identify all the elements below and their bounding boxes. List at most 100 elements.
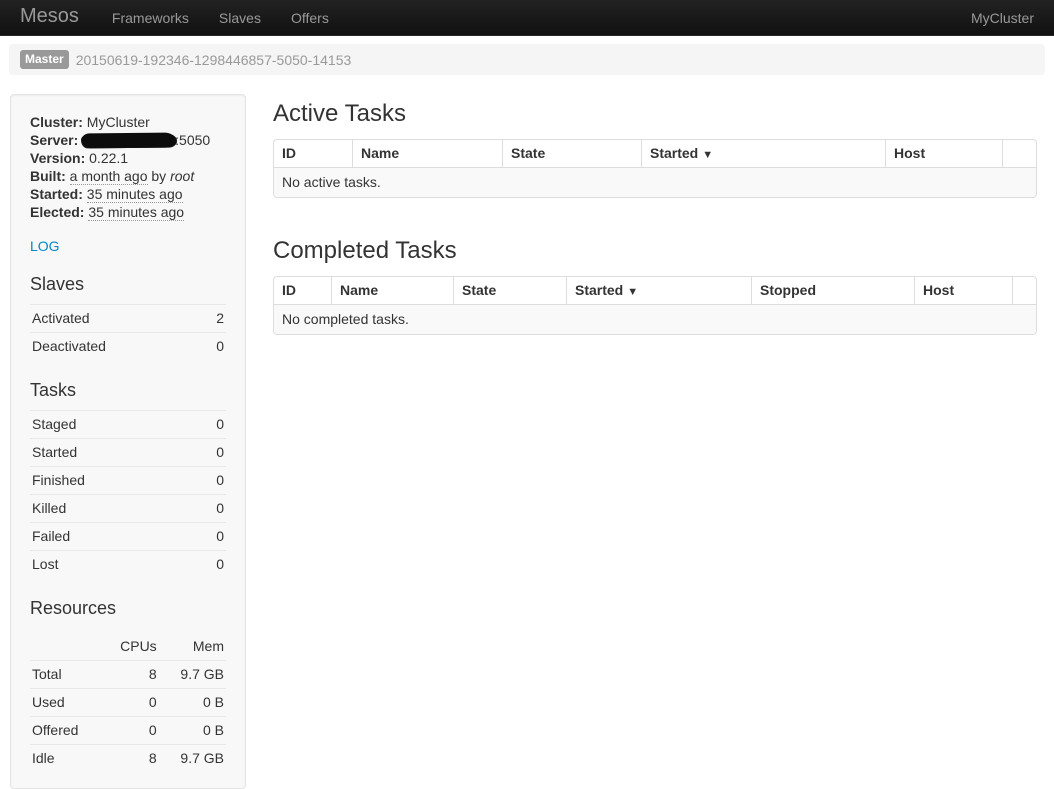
- redacted-server-ip: [82, 132, 176, 148]
- no-completed-tasks-message: No completed tasks.: [274, 305, 1036, 334]
- version-label: Version:: [30, 150, 86, 166]
- completed-tasks-table: ID Name State Started ▼ Stopped Host No c…: [273, 276, 1037, 335]
- cluster-info-line: Cluster: MyCluster: [30, 113, 226, 131]
- active-tasks-empty-row: No active tasks.: [274, 168, 1036, 197]
- server-info-line: Server: :5050: [30, 131, 226, 149]
- stat-row-deactivated: Deactivated 0: [30, 332, 226, 360]
- stat-label: Killed: [30, 494, 193, 523]
- started-label: Started:: [30, 186, 83, 202]
- slaves-stat-table: Activated 2 Deactivated 0: [30, 304, 226, 360]
- stat-row-lost: Lost 0: [30, 550, 226, 578]
- stat-value: 0: [192, 410, 226, 439]
- column-header-id[interactable]: ID: [274, 140, 352, 168]
- built-user: root: [170, 168, 195, 184]
- no-active-tasks-message: No active tasks.: [274, 168, 1036, 197]
- completed-tasks-title: Completed Tasks: [273, 237, 457, 264]
- server-port: :5050: [175, 132, 211, 148]
- resources-row-idle: Idle 8 9.7 GB: [30, 744, 226, 772]
- resources-header-row: CPUs Mem: [30, 633, 226, 661]
- resources-section-title: Resources: [30, 598, 117, 618]
- cluster-label: Cluster:: [30, 114, 83, 130]
- resources-col-mem: Mem: [192, 638, 224, 654]
- stat-row-failed: Failed 0: [30, 522, 226, 551]
- column-header-blank: [1012, 277, 1036, 305]
- stat-row-finished: Finished 0: [30, 466, 226, 495]
- stat-value: 0: [192, 438, 226, 467]
- master-info-panel: Cluster: MyCluster Server: :5050 Version…: [10, 94, 246, 789]
- tasks-section-title: Tasks: [30, 380, 77, 400]
- resources-table: CPUs Mem Total 8 9.7 GB Used 0 0 B Offer…: [30, 633, 226, 772]
- stat-value: 0: [200, 332, 226, 360]
- stat-label: Deactivated: [30, 332, 201, 360]
- resources-row-offered: Offered 0 0 B: [30, 716, 226, 745]
- column-header-blank: [1002, 140, 1036, 168]
- resource-mem: 9.7 GB: [158, 744, 226, 772]
- nav-item-slaves[interactable]: Slaves: [218, 9, 261, 26]
- column-header-state[interactable]: State: [453, 277, 566, 305]
- elected-time: 35 minutes ago: [88, 204, 185, 221]
- server-label: Server:: [30, 132, 79, 148]
- stat-label: Activated: [30, 304, 201, 333]
- column-header-host[interactable]: Host: [885, 140, 1002, 168]
- column-header-stopped[interactable]: Stopped: [751, 277, 914, 305]
- stat-row-started: Started 0: [30, 438, 226, 467]
- resource-mem: 0 B: [158, 716, 226, 745]
- stat-value: 0: [192, 522, 226, 551]
- column-header-state[interactable]: State: [502, 140, 641, 168]
- version-info-line: Version: 0.22.1: [30, 149, 226, 167]
- stat-value: 2: [200, 304, 226, 333]
- elected-label: Elected:: [30, 204, 85, 220]
- resource-mem: 0 B: [158, 688, 226, 717]
- column-header-name[interactable]: Name: [352, 140, 502, 168]
- stat-row-staged: Staged 0: [30, 410, 226, 439]
- sort-desc-icon: ▼: [627, 286, 639, 298]
- completed-tasks-empty-row: No completed tasks.: [274, 305, 1036, 334]
- resource-label: Used: [30, 688, 102, 717]
- built-by: by: [151, 168, 167, 184]
- resource-label: Offered: [30, 716, 102, 745]
- cluster-value: MyCluster: [86, 114, 150, 130]
- nav-item-offers[interactable]: Offers: [290, 9, 329, 26]
- brand-mesos[interactable]: Mesos: [20, 5, 79, 27]
- resource-cpus: 0: [101, 688, 159, 717]
- elected-info-line: Elected: 35 minutes ago: [30, 203, 226, 221]
- column-header-started[interactable]: Started ▼: [641, 140, 885, 168]
- resources-col-blank: [30, 633, 101, 661]
- stat-value: 0: [192, 494, 226, 523]
- master-id: 20150619-192346-1298446857-5050-14153: [75, 51, 352, 68]
- navbar-cluster-name: MyCluster: [970, 9, 1034, 26]
- column-header-id[interactable]: ID: [274, 277, 331, 305]
- resources-col-cpus: CPUs: [120, 638, 157, 654]
- stat-row-activated: Activated 2: [30, 304, 226, 333]
- resource-mem: 9.7 GB: [158, 660, 226, 689]
- log-link[interactable]: LOG: [30, 238, 60, 254]
- active-tasks-title: Active Tasks: [273, 100, 406, 127]
- column-header-started[interactable]: Started ▼: [566, 277, 751, 305]
- column-header-host[interactable]: Host: [914, 277, 1012, 305]
- built-label: Built:: [30, 168, 66, 184]
- resource-label: Idle: [30, 744, 102, 772]
- slaves-section-title: Slaves: [30, 274, 85, 294]
- built-time: a month ago: [69, 168, 148, 185]
- stat-label: Started: [30, 438, 193, 467]
- stat-label: Staged: [30, 410, 193, 439]
- stat-label: Finished: [30, 466, 193, 495]
- active-tasks-table: ID Name State Started ▼ Host No active ta…: [273, 139, 1037, 198]
- started-time: 35 minutes ago: [86, 186, 183, 203]
- version-value: 0.22.1: [89, 150, 129, 166]
- stat-label: Failed: [30, 522, 193, 551]
- column-header-name[interactable]: Name: [331, 277, 453, 305]
- sort-desc-icon: ▼: [702, 149, 714, 161]
- stat-value: 0: [192, 550, 226, 578]
- stat-value: 0: [192, 466, 226, 495]
- resource-label: Total: [30, 660, 102, 689]
- resources-row-used: Used 0 0 B: [30, 688, 226, 717]
- resource-cpus: 0: [101, 716, 159, 745]
- master-badge: Master: [20, 50, 69, 69]
- tasks-stat-table: Staged 0 Started 0 Finished 0 Killed 0 F…: [30, 410, 226, 578]
- resource-cpus: 8: [101, 744, 159, 772]
- resources-row-total: Total 8 9.7 GB: [30, 660, 226, 689]
- nav-item-frameworks[interactable]: Frameworks: [111, 9, 189, 26]
- started-info-line: Started: 35 minutes ago: [30, 185, 226, 203]
- breadcrumb: Master 20150619-192346-1298446857-5050-1…: [9, 44, 1045, 75]
